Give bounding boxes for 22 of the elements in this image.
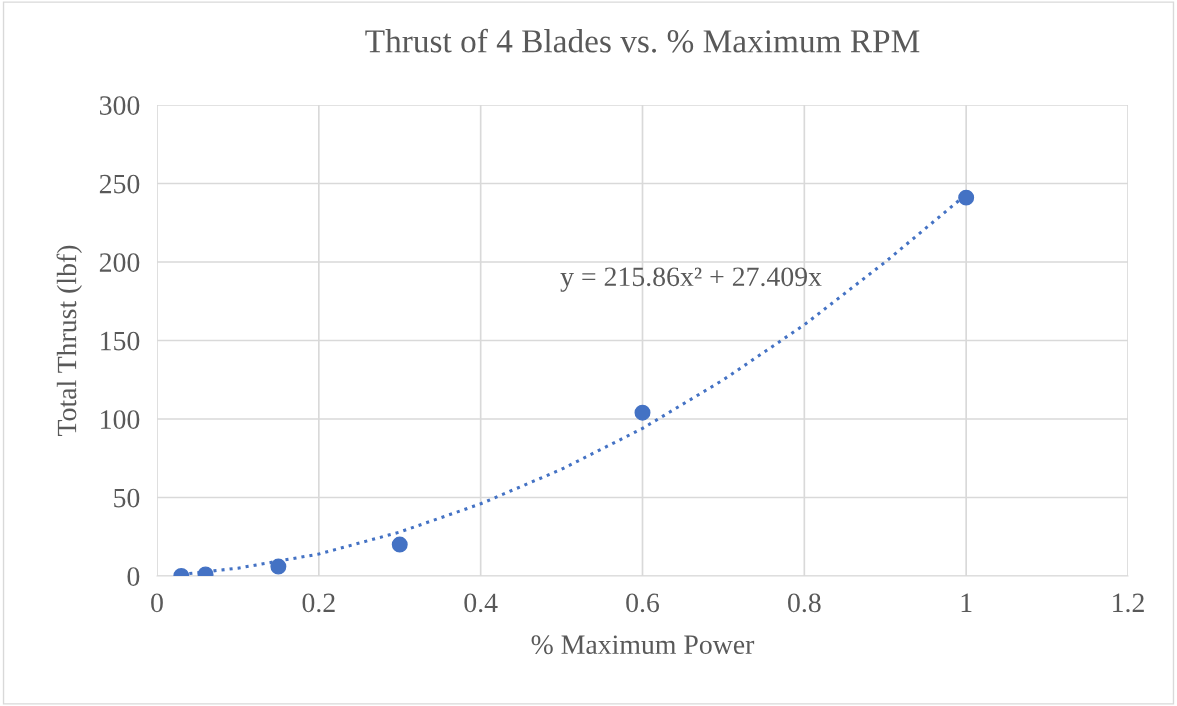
point <box>634 404 651 421</box>
x-tick-label: 0.4 <box>464 593 498 613</box>
point <box>958 189 975 206</box>
point <box>270 558 287 575</box>
x-tick-label: 0 <box>151 593 163 613</box>
x-tick-label: 0.6 <box>626 593 660 613</box>
y-tick-label: 300 <box>99 96 140 115</box>
x-tick-label: 1.2 <box>1113 593 1144 613</box>
y-tick-label: 200 <box>99 253 140 272</box>
y-tick-label: 50 <box>114 488 140 508</box>
y-tick-label: 250 <box>99 174 140 194</box>
x-tick-label: 0.8 <box>788 593 821 613</box>
x-axis-title: % Maximum Power <box>531 635 755 655</box>
x-tick-label: 1 <box>961 593 972 612</box>
chart-title: Thrust of 4 Blades vs. % Maximum RPM <box>365 28 920 53</box>
y-axis-title: Total Thrust (lbf) <box>56 245 82 436</box>
annotation: y = 215.86x² + 27.409x <box>560 267 822 292</box>
x-tick-label: 0.2 <box>302 593 335 613</box>
point <box>391 536 408 553</box>
y-tick-label: 0 <box>127 567 140 586</box>
y-tick-label: 150 <box>101 331 140 351</box>
y-tick-label: 100 <box>101 410 140 429</box>
